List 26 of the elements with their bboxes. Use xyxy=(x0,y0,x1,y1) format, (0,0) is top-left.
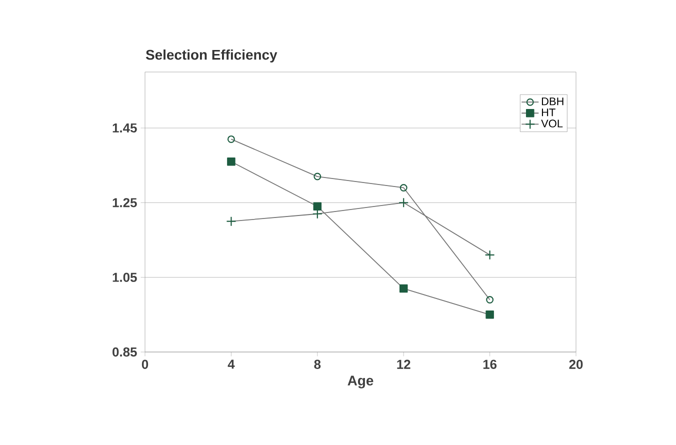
point xyxy=(486,296,494,304)
y-tick-label: 1.05 xyxy=(112,272,137,282)
legend-label: VOL xyxy=(541,120,563,128)
legend-label: DBH xyxy=(542,98,564,106)
x-tick-label: 12 xyxy=(397,360,410,369)
point xyxy=(226,216,236,226)
point xyxy=(484,250,495,260)
x-tick-label: 8 xyxy=(314,360,321,369)
point xyxy=(314,172,322,180)
x-axis-title: Age xyxy=(348,376,374,388)
point xyxy=(227,135,235,143)
point xyxy=(486,310,494,319)
y-tick-label: 1.45 xyxy=(112,123,137,133)
point xyxy=(227,157,236,166)
point xyxy=(313,202,322,211)
legend-label: HT xyxy=(542,108,556,116)
y-tick-label: 0.85 xyxy=(112,347,137,357)
x-tick-label: 4 xyxy=(228,360,235,369)
y-tick-label: 1.25 xyxy=(112,198,137,208)
point xyxy=(399,284,408,293)
point xyxy=(398,198,409,208)
point xyxy=(400,184,408,192)
x-tick-label: 20 xyxy=(569,360,583,369)
x-tick-label: 16 xyxy=(483,360,497,369)
x-tick-label: 0 xyxy=(142,360,148,369)
chart-title: Selection Efficiency xyxy=(146,50,278,62)
